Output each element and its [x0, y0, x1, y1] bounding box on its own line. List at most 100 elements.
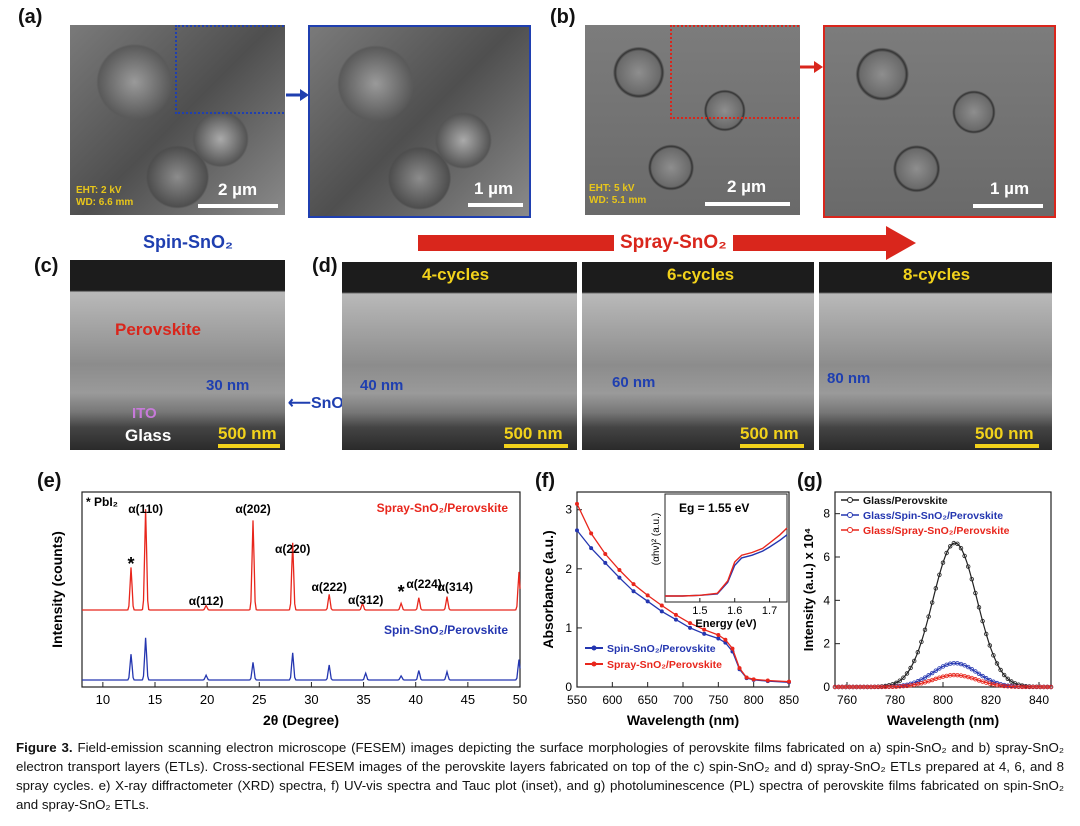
pl-point-0 [969, 576, 974, 582]
thickness-c: 30 nm [206, 377, 250, 394]
uvvis-point-1 [575, 501, 579, 506]
sem-image-d3: 8-cycles 80 nm 500 nm [819, 262, 1052, 450]
uvvis-point-1 [603, 552, 608, 557]
legend-label-g: Glass/Spin-SnO₂/Perovskite [863, 510, 1003, 522]
scale-text-b: 2 µm [727, 177, 767, 196]
scale-bar-a [198, 204, 278, 208]
pl-point-1 [983, 676, 989, 681]
pl-point-0 [922, 627, 928, 633]
legend-label-g: Glass/Spray-SnO₂/Perovskite [863, 525, 1010, 537]
uvvis-point-0 [575, 528, 579, 533]
pl-point-1 [933, 668, 938, 673]
peak-annotation: α(110) [128, 502, 163, 516]
sem-image-d1: 4-cycles 40 nm 500 nm [342, 262, 577, 450]
pl-point-0 [911, 658, 917, 664]
uvvis-point-1 [787, 679, 791, 684]
pl-point-0 [955, 541, 960, 546]
pl-point-0 [987, 643, 992, 648]
pl-point-0 [1005, 676, 1010, 681]
inset-eg-label: Eg = 1.55 eV [679, 501, 749, 515]
y-tick-label-f: 0 [565, 680, 572, 694]
x-axis-label-g: Wavelength (nm) [887, 712, 999, 728]
x-tick-label-e: 10 [96, 692, 110, 707]
x-tick-label-e: 25 [252, 692, 266, 707]
series-label-spin-e: Spin-SnO₂/Perovskite [384, 623, 508, 637]
uvvis-point-0 [716, 636, 721, 641]
chart-g: 760 780 800 820 840 0 2 4 6 8 Wavelength (nm) Inten… [801, 491, 1054, 728]
spray-arrow: Spray-SnO₂ [418, 226, 918, 260]
panel-label-b: (b) [550, 6, 576, 28]
uvvis-point-1 [645, 593, 650, 598]
uvvis-point-1 [744, 675, 749, 680]
pl-point-0 [901, 675, 906, 680]
legend-marker-g [847, 497, 853, 503]
legend-label-f: Spray-SnO₂/Perovskite [607, 659, 722, 671]
figure-caption: Figure 3. Field-emission scanning electr… [16, 738, 1064, 814]
x-axis-label-f: Wavelength (nm) [627, 712, 739, 728]
eht-label-a: EHT: 2 kV WD: 6.6 mm [76, 185, 134, 208]
plot-frame-e [81, 491, 521, 688]
scale-bar-c [218, 444, 280, 448]
peak-annotation: α(112) [189, 594, 224, 608]
uvvis-point-1 [751, 677, 756, 682]
zoom-scale-bar-b [973, 204, 1043, 208]
x-tick-label-f: 850 [779, 693, 799, 707]
pl-point-2 [1048, 684, 1054, 690]
pl-point-1 [958, 661, 964, 667]
zoom-box-a [175, 25, 285, 114]
uvvis-point-1 [765, 678, 770, 683]
eht-label-b: EHT: 5 kV WD: 5.1 mm [589, 183, 647, 206]
pl-point-0 [940, 560, 946, 565]
y-tick-label-g: 4 [823, 593, 830, 607]
uvvis-point-1 [688, 621, 693, 626]
legend-label-g: Glass/Perovskite [863, 495, 948, 507]
pl-point-0 [973, 590, 978, 596]
pl-point-0 [965, 564, 971, 569]
pl-point-0 [933, 586, 938, 591]
thickness-d1: 40 nm [360, 377, 404, 394]
peak-annotation: α(202) [235, 502, 270, 516]
legend-marker-f [591, 661, 597, 667]
x-tick-label-g: 840 [1029, 693, 1049, 707]
pl-point-1 [965, 664, 971, 670]
pl-point-0 [908, 665, 913, 671]
x-tick-label-g: 800 [933, 693, 953, 707]
x-tick-label-g: 820 [981, 693, 1001, 707]
uvvis-point-0 [673, 617, 678, 622]
sem-image-b: EHT: 5 kV WD: 5.1 mm 2 µm [585, 25, 800, 215]
cycles-label-3: 8-cycles [903, 265, 971, 284]
panel-label-e: (e) [37, 470, 62, 492]
uvvis-point-1 [589, 531, 594, 536]
pl-point-0 [897, 678, 902, 683]
pl-point-1 [915, 679, 920, 684]
panel-label-g: (g) [797, 470, 823, 492]
y-axis-label-g: Intensity (a.u.) x 10⁴ [801, 528, 816, 651]
zoom-scale-text-b: 1 µm [990, 179, 1030, 198]
y-axis-label-e: Intensity (counts) [49, 531, 65, 648]
pl-point-1 [926, 673, 931, 678]
chart-f: 550 600 650 700 750 800 850 0 1 2 3 Wavelength (nm)… [540, 491, 799, 728]
uvvis-point-1 [723, 637, 728, 642]
pl-point-1 [962, 663, 967, 668]
x-tick-label-g: 780 [885, 693, 905, 707]
sem-zoom-a: 1 µm [308, 25, 531, 218]
peak-annotation: α(314) [438, 580, 473, 594]
y-tick-label-g: 8 [823, 507, 830, 521]
x-tick-label-g: 760 [837, 693, 857, 707]
pl-point-1 [969, 666, 974, 672]
pl-point-0 [947, 544, 953, 549]
pl-point-0 [904, 671, 910, 676]
x-axis-label-e: 2θ (Degree) [263, 712, 339, 728]
uvvis-point-0 [617, 575, 622, 580]
pl-point-0 [1009, 679, 1014, 684]
pl-point-0 [980, 618, 985, 624]
uvvis-point-0 [589, 546, 594, 551]
scale-text-c: 500 nm [218, 424, 277, 443]
legend-marker-f [591, 645, 597, 651]
x-tick-label-e: 15 [148, 692, 162, 707]
pbi2-note: * PbI₂ [86, 495, 118, 509]
ito-label: ITO [132, 405, 157, 422]
uvvis-point-0 [645, 599, 650, 604]
inset-x-tick-label: 1.7 [762, 605, 777, 617]
uvvis-point-1 [617, 568, 622, 572]
